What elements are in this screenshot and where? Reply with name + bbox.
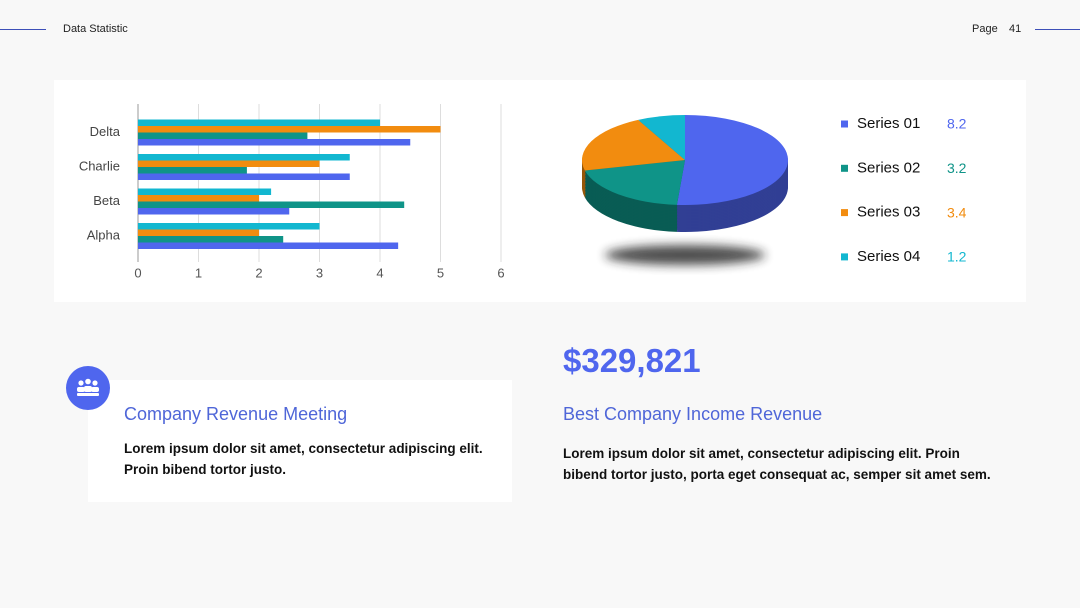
x-tick-label: 2 — [255, 265, 262, 280]
pie-slice — [584, 160, 685, 205]
legend-swatch — [841, 253, 848, 261]
bar — [138, 173, 350, 180]
x-tick-label: 3 — [316, 265, 323, 280]
page-number: 41 — [1009, 23, 1022, 35]
charts: 0 1 2 3 4 5 6 Alpha Beta Charlie Delta Series 01 8.2… — [79, 104, 967, 280]
legend-label: Series 03 — [857, 204, 920, 221]
legend-swatch — [841, 120, 848, 128]
pie-slice — [676, 115, 788, 205]
value-label: 1.2 — [947, 249, 967, 265]
header-rule — [0, 29, 46, 30]
y-tick-label: Delta — [90, 124, 121, 139]
bar — [138, 126, 441, 133]
x-tick-label: 0 — [134, 265, 141, 280]
x-tick-label: 4 — [376, 265, 383, 280]
bar — [138, 201, 405, 208]
x-tick-label: 1 — [195, 265, 202, 280]
value-label: 8.2 — [947, 116, 967, 132]
bar — [138, 242, 399, 249]
legend-label: Series 04 — [857, 248, 920, 265]
bar — [138, 139, 411, 146]
x-tick-label: 6 — [497, 265, 504, 280]
income-title: Best Company Income Revenue — [563, 404, 823, 424]
bar — [138, 119, 380, 126]
legend-swatch — [841, 164, 848, 172]
bar — [138, 208, 290, 215]
x-tick-label: 5 — [437, 265, 444, 280]
pie-slice — [638, 115, 685, 160]
pie-shadow — [605, 245, 765, 265]
bar — [138, 167, 247, 174]
bar — [138, 188, 272, 195]
bar — [138, 195, 259, 202]
y-tick-label: Alpha — [87, 227, 121, 242]
income-amount: $329,821 — [563, 342, 701, 379]
meeting-icon — [66, 366, 110, 410]
income-text: Lorem ipsum dolor sit amet, consectetur … — [563, 446, 991, 482]
y-tick-label: Charlie — [79, 158, 120, 173]
pie-slice — [582, 119, 685, 171]
bar — [138, 236, 284, 243]
legend-label: Series 02 — [857, 159, 920, 176]
bar — [138, 229, 259, 236]
bar — [138, 160, 320, 167]
page-label: Page — [972, 23, 998, 35]
header-title: Data Statistic — [63, 23, 128, 35]
legend-label: Series 01 — [857, 115, 920, 132]
legend-swatch — [841, 209, 848, 217]
y-tick-label: Beta — [93, 193, 121, 208]
meeting-text: Lorem ipsum dolor sit amet, consectetur … — [124, 441, 483, 477]
bar — [138, 223, 320, 230]
meeting-title: Company Revenue Meeting — [124, 404, 348, 424]
bar — [138, 154, 350, 161]
value-label: 3.2 — [947, 160, 967, 176]
header-rule — [1035, 29, 1080, 30]
value-label: 3.4 — [947, 204, 967, 220]
meeting-card — [88, 380, 512, 502]
bar — [138, 132, 308, 139]
